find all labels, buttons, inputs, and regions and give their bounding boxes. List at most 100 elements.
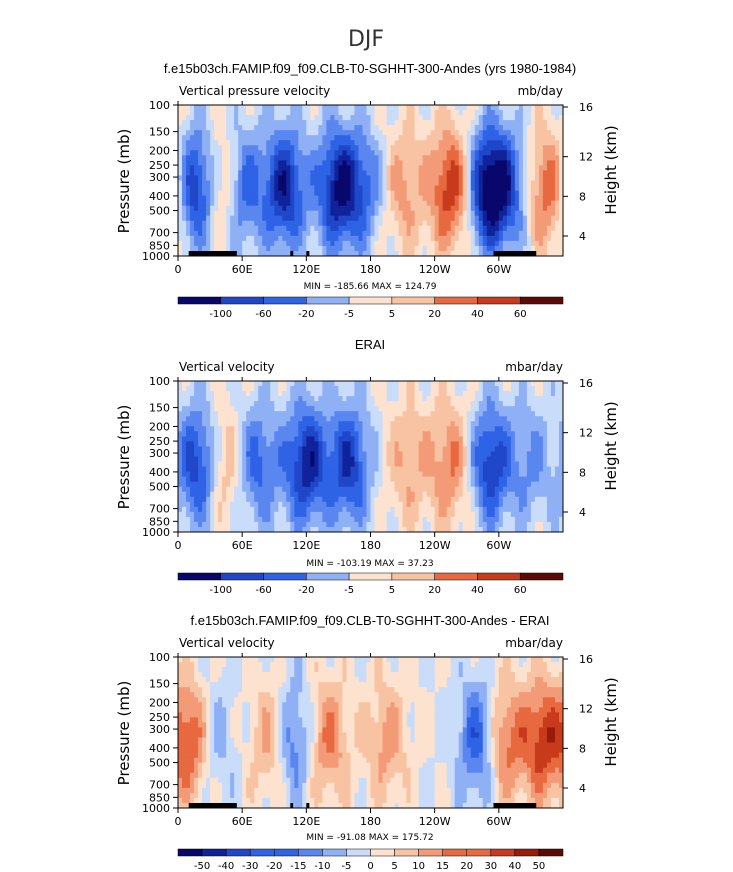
- heatmap-cell: [330, 225, 335, 232]
- heatmap-cell: [370, 421, 375, 427]
- heatmap-cell: [458, 421, 464, 427]
- heatmap-cell: [506, 115, 512, 121]
- heatmap-cell: [466, 155, 472, 161]
- heatmap-cell: [302, 165, 307, 171]
- heatmap-cell: [422, 381, 428, 387]
- heatmap-cell: [386, 476, 391, 483]
- panel-1-colorbar: -100 -60 -20 -5 5 20 40 60: [177, 296, 564, 320]
- heatmap-cell: [370, 451, 375, 457]
- heatmap-cell: [518, 225, 524, 232]
- heatmap-cell: [490, 381, 496, 387]
- heatmap-cell: [434, 396, 440, 402]
- heatmap-cell: [490, 476, 496, 483]
- heatmap-cell: [550, 421, 556, 427]
- heatmap-cell: [314, 426, 319, 432]
- heatmap-cell: [490, 135, 496, 141]
- heatmap-cell: [414, 481, 420, 488]
- heatmap-cell: [466, 225, 472, 232]
- heatmap-cell: [506, 446, 512, 452]
- heatmap-cell: [382, 416, 387, 422]
- heatmap-cell: [298, 155, 303, 161]
- heatmap-cell: [318, 110, 323, 116]
- heatmap-cell: [282, 120, 287, 126]
- heatmap-cell: [522, 175, 528, 181]
- heatmap-cell: [422, 120, 428, 126]
- heatmap-cell: [458, 441, 464, 447]
- heatmap-cell: [526, 461, 532, 467]
- heatmap-cell: [198, 456, 203, 462]
- heatmap-cell: [558, 386, 564, 392]
- heatmap-cell: [274, 386, 279, 392]
- heatmap-cell: [330, 185, 335, 191]
- heatmap-cell: [538, 220, 544, 227]
- heatmap-cell: [374, 185, 379, 191]
- heatmap-cell: [434, 461, 440, 467]
- heatmap-cell: [438, 386, 444, 392]
- heatmap-cell: [274, 481, 279, 488]
- heatmap-cell: [422, 200, 428, 207]
- heatmap-cell: [546, 481, 552, 488]
- heatmap-cell: [450, 456, 456, 462]
- heatmap-cell: [454, 451, 460, 457]
- heatmap-cell: [442, 245, 448, 252]
- heatmap-cell: [418, 175, 424, 181]
- heatmap-cell: [178, 386, 183, 392]
- heatmap-cell: [218, 426, 223, 432]
- heatmap-cell: [270, 240, 275, 247]
- heatmap-cell: [322, 140, 327, 146]
- heatmap-cell: [302, 110, 307, 116]
- heatmap-cell: [326, 446, 331, 452]
- heatmap-cell: [510, 481, 516, 488]
- heatmap-cell: [486, 220, 492, 227]
- heatmap-cell: [450, 220, 456, 227]
- heatmap-cell: [534, 416, 540, 422]
- heatmap-cell: [202, 175, 207, 181]
- heatmap-cell: [182, 416, 187, 422]
- heatmap-cell: [406, 145, 411, 151]
- heatmap-cell: [490, 120, 496, 126]
- heatmap-cell: [246, 210, 251, 217]
- heatmap-cell: [514, 175, 520, 181]
- heatmap-cell: [486, 210, 492, 217]
- heatmap-cell: [246, 381, 251, 387]
- heatmap-cell: [446, 140, 452, 146]
- heatmap-cell: [494, 451, 500, 457]
- heatmap-cell: [254, 456, 259, 462]
- heatmap-cell: [526, 476, 532, 483]
- heatmap-cell: [258, 411, 263, 417]
- heatmap-cell: [322, 406, 327, 412]
- heatmap-cell: [294, 381, 299, 387]
- heatmap-cell: [414, 200, 420, 207]
- heatmap-cell: [278, 135, 283, 141]
- heatmap-cell: [202, 180, 207, 186]
- heatmap-cell: [534, 431, 540, 437]
- heatmap-cell: [426, 401, 432, 407]
- heatmap-cell: [346, 471, 351, 478]
- heatmap-cell: [278, 436, 283, 442]
- heatmap-cell: [342, 456, 347, 462]
- heatmap-cell: [522, 150, 528, 156]
- heatmap-cell: [370, 466, 375, 472]
- heatmap-cell: [526, 175, 532, 181]
- heatmap-cell: [182, 441, 187, 447]
- heatmap-cell: [514, 451, 520, 457]
- heatmap-cell: [302, 481, 307, 488]
- heatmap-cell: [314, 215, 319, 222]
- heatmap-cell: [518, 135, 524, 141]
- heatmap-cell: [530, 205, 536, 212]
- heatmap-cell: [422, 170, 428, 176]
- heatmap-cell: [366, 205, 371, 212]
- heatmap-cell: [318, 396, 323, 402]
- heatmap-cell: [550, 180, 556, 186]
- heatmap-cell: [554, 205, 560, 212]
- heatmap-cell: [242, 245, 247, 252]
- heatmap-cell: [210, 466, 215, 472]
- heatmap-cell: [270, 150, 275, 156]
- heatmap-cell: [426, 110, 432, 116]
- heatmap-cell: [398, 426, 403, 432]
- heatmap-cell: [266, 386, 271, 392]
- heatmap-cell: [282, 396, 287, 402]
- heatmap-cell: [314, 115, 319, 121]
- heatmap-cell: [394, 170, 399, 176]
- heatmap-cell: [270, 436, 275, 442]
